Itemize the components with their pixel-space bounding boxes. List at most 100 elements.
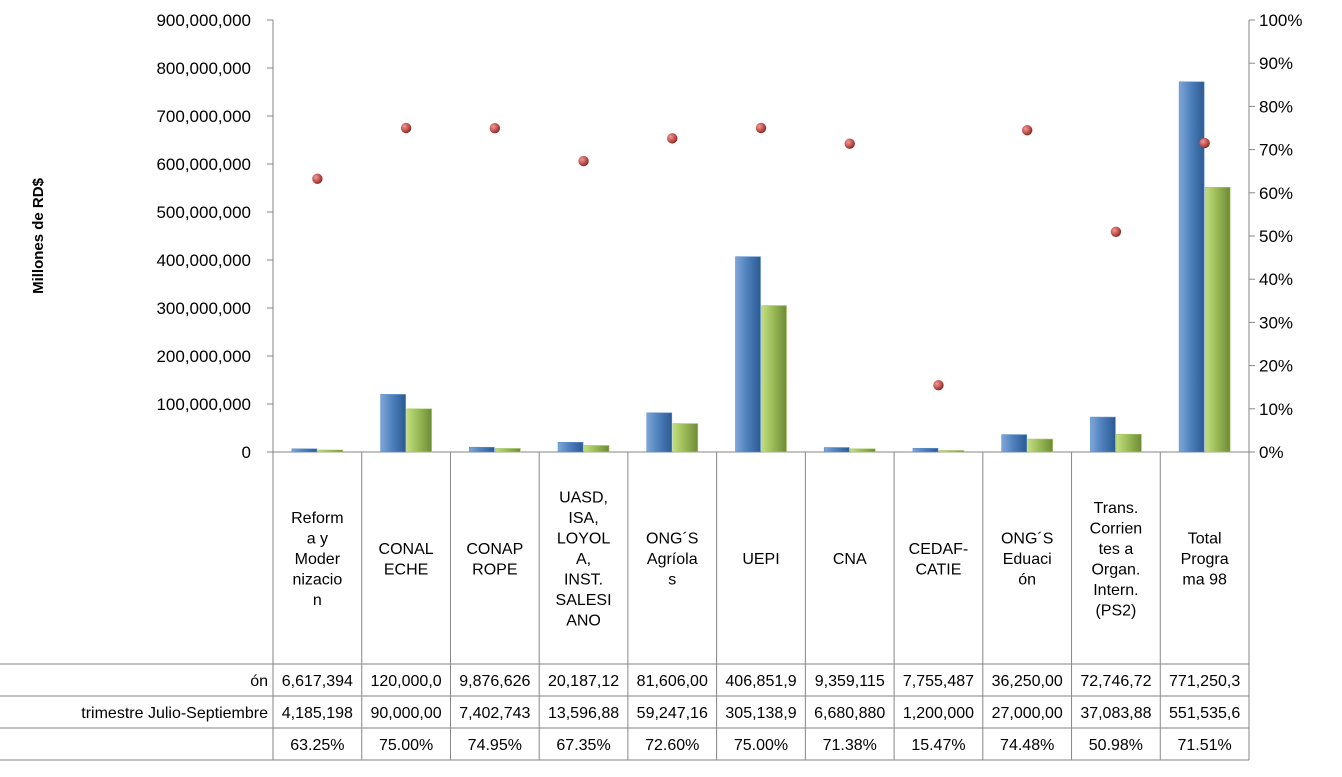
table-cell-value: 1,200,000 — [903, 705, 974, 722]
bar-series2-8 — [938, 450, 965, 453]
bar-series2-6 — [761, 305, 787, 453]
category-label: Trans. — [1094, 500, 1139, 517]
category-label: n — [313, 592, 322, 609]
point-percent-9 — [1021, 125, 1033, 136]
category-label: CATIE — [915, 561, 961, 578]
bar-series2-1 — [317, 449, 344, 453]
points — [312, 122, 1210, 391]
category-label: CNA — [833, 551, 867, 568]
table-cell-value: 74.95% — [468, 737, 522, 754]
table-cell-value: 75.00% — [379, 737, 433, 754]
category-label: ón — [1018, 572, 1036, 589]
table-cell-value: 74.48% — [1000, 737, 1054, 754]
point-percent-8 — [933, 379, 944, 391]
category-label: ROPE — [472, 561, 517, 578]
y2-tick-label: 20% — [1259, 357, 1293, 376]
table-cell-value: 4,185,198 — [282, 705, 353, 722]
table-cell-value: 7,402,743 — [459, 705, 530, 722]
table-cell-value: 71.51% — [1178, 737, 1232, 754]
y2-tick-label: 50% — [1259, 227, 1293, 246]
table-cell-value: 551,535,6 — [1169, 705, 1240, 722]
y2-tick-label: 90% — [1259, 54, 1293, 73]
y-tick-label: 600,000,000 — [156, 155, 251, 174]
table-cell-value: 9,359,115 — [815, 673, 885, 690]
category-label: Corrien — [1090, 520, 1142, 537]
table-cell-value: 75.00% — [734, 737, 788, 754]
table-cell-value: 72.60% — [645, 737, 699, 754]
category-label: INST. — [564, 572, 603, 589]
category-label: CONAL — [379, 541, 434, 558]
y-tick-label: 300,000,000 — [156, 299, 251, 318]
bar-series1-2 — [380, 394, 406, 453]
category-label: ANO — [566, 613, 601, 630]
category-label: (PS2) — [1095, 602, 1136, 619]
y-tick-label: 400,000,000 — [156, 251, 251, 270]
table-cell-value: 63.25% — [290, 737, 344, 754]
table-row-label: ón — [250, 673, 268, 690]
point-percent-5 — [667, 133, 678, 144]
point-percent-7 — [844, 138, 855, 149]
point-percent-1 — [312, 173, 323, 184]
y2-tick-label: 60% — [1259, 184, 1293, 203]
y2-tick-label: 30% — [1259, 313, 1293, 332]
y-tick-label: 200,000,000 — [156, 347, 251, 366]
table-row-label: trimestre Julio-Septiembre — [81, 705, 268, 722]
category-label: nizacio — [292, 572, 342, 589]
bar-series2-2 — [406, 408, 432, 453]
point-percent-2 — [400, 122, 412, 134]
y-tick-label: 800,000,000 — [156, 59, 251, 78]
y-tick-label: 900,000,000 — [156, 11, 251, 30]
category-label: ONG´S — [646, 531, 698, 548]
table-cell-value: 771,250,3 — [1169, 673, 1240, 690]
bar-series2-5 — [672, 423, 699, 453]
y2-tick-label: 0% — [1259, 443, 1284, 462]
point-percent-4 — [578, 155, 589, 167]
category-label: A, — [576, 551, 591, 568]
category-label: ECHE — [384, 561, 428, 578]
category-label: CONAP — [466, 541, 523, 558]
table-cell-value: 67.35% — [556, 737, 610, 754]
table-cell-value: 120,000,0 — [370, 673, 441, 690]
y-axis-title: Millones de RD$ — [30, 177, 47, 294]
table-cell-value: 6,680,880 — [814, 705, 885, 722]
y-tick-label: 700,000,000 — [156, 107, 251, 126]
bar-series1-8 — [912, 447, 939, 453]
category-label: UEPI — [742, 551, 779, 568]
bar-series2-9 — [1027, 438, 1053, 453]
bar-series2-7 — [849, 448, 876, 453]
bar-series1-9 — [1001, 434, 1027, 453]
bar-series1-4 — [557, 442, 584, 453]
category-label: LOYOL — [557, 531, 610, 548]
table-cell-value: 81,606,00 — [637, 673, 708, 690]
bar-series1-7 — [823, 447, 850, 453]
bar-series1-11 — [1178, 81, 1205, 453]
category-label: s — [668, 572, 676, 589]
y-tick-label: 100,000,000 — [156, 395, 251, 414]
bar-series2-11 — [1204, 186, 1231, 453]
bar-series2-4 — [583, 445, 610, 453]
bar-series1-1 — [291, 448, 318, 453]
bar-series2-10 — [1116, 433, 1142, 453]
category-label: CEDAF- — [909, 541, 969, 558]
table-cell-value: 36,250,00 — [992, 673, 1063, 690]
table-cell-value: 72,746,72 — [1080, 673, 1151, 690]
y-tick-label: 500,000,000 — [156, 203, 251, 222]
table-cell-value: 59,247,16 — [637, 705, 708, 722]
table-cell-value: 305,138,9 — [725, 705, 796, 722]
category-label: UASD, — [559, 490, 608, 507]
point-percent-10 — [1110, 226, 1122, 237]
table-cell-value: 27,000,00 — [992, 705, 1063, 722]
y2-tick-label: 40% — [1259, 270, 1293, 289]
category-label: Organ. — [1091, 561, 1140, 578]
table-cell-value: 9,876,626 — [459, 673, 530, 690]
y2-tick-label: 100% — [1259, 11, 1302, 30]
axes: 0 100,000,000 200,000,000 300,000,000 400,00… — [30, 11, 1302, 462]
category-label: a y — [307, 531, 328, 548]
category-label: Total — [1188, 531, 1222, 548]
table-cell-value: 406,851,9 — [725, 673, 796, 690]
bar-series1-10 — [1090, 416, 1116, 453]
table-cell-value: 6,617,394 — [282, 673, 353, 690]
table-cell-value: 71.38% — [823, 737, 877, 754]
y2-tick-label: 70% — [1259, 141, 1293, 160]
